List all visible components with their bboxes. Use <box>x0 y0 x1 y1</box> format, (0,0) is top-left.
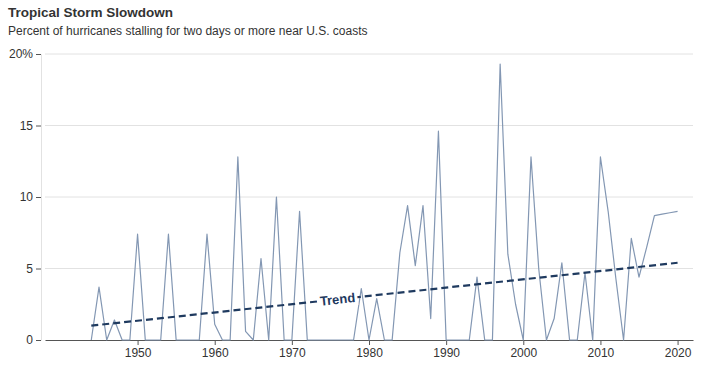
x-tick-label: 1950 <box>125 346 152 360</box>
x-tick-mark <box>446 340 447 345</box>
series-label: Trend <box>319 290 356 309</box>
y-tick: 20% <box>9 47 41 61</box>
x-tick-mark <box>600 340 601 345</box>
x-tick: 1950 <box>125 340 152 360</box>
x-tick: 2010 <box>588 340 615 360</box>
y-axis-line <box>41 55 42 341</box>
x-tick-label: 2010 <box>588 346 615 360</box>
x-tick-mark <box>138 340 139 345</box>
grid-line <box>45 125 693 126</box>
y-tick: 0 <box>26 333 41 347</box>
grid-line <box>45 54 693 55</box>
y-tick-mark <box>36 126 41 127</box>
x-tick: 1970 <box>279 340 306 360</box>
x-axis: 1950 1960 1970 1980 1990 2000 2010 2020 <box>46 340 694 360</box>
y-tick-label: 10 <box>20 190 34 204</box>
grid-line <box>45 197 693 198</box>
title: Tropical Storm Slowdown <box>8 5 173 20</box>
x-tick-mark <box>215 340 216 345</box>
y-tick: 10 <box>20 190 41 204</box>
trend-line <box>91 263 677 326</box>
x-tick: 1980 <box>356 340 383 360</box>
data-line <box>91 64 677 340</box>
x-tick: 1960 <box>202 340 229 360</box>
x-tick-mark <box>369 340 370 345</box>
x-tick-mark <box>292 340 293 345</box>
x-tick-mark <box>523 340 524 345</box>
x-tick-label: 1980 <box>356 346 383 360</box>
x-tick-label: 1960 <box>202 346 229 360</box>
plot-area <box>91 64 677 340</box>
subtitle: Percent of hurricanes stalling for two d… <box>8 24 368 38</box>
y-tick-label: 5 <box>26 262 33 276</box>
grid <box>45 54 693 269</box>
x-tick: 2000 <box>510 340 537 360</box>
y-tick-label: 0 <box>26 333 33 347</box>
y-tick: 15 <box>20 119 41 133</box>
y-tick: 5 <box>26 262 41 276</box>
y-tick-mark <box>36 340 41 341</box>
y-tick-mark <box>36 269 41 270</box>
x-tick-mark <box>678 340 679 345</box>
y-tick-mark <box>36 54 41 55</box>
y-tick-label: 20% <box>9 47 33 61</box>
x-tick-label: 1970 <box>279 346 306 360</box>
x-tick-label: 2020 <box>665 346 692 360</box>
y-tick-label: 15 <box>20 119 34 133</box>
x-tick: 2020 <box>665 340 692 360</box>
y-tick-mark <box>36 197 41 198</box>
x-tick-label: 2000 <box>510 346 537 360</box>
y-axis: 0 5 10 15 20% <box>9 47 42 347</box>
chart: Tropical Storm Slowdown Percent of hurric… <box>0 0 720 365</box>
x-tick: 1990 <box>433 340 460 360</box>
x-tick-label: 1990 <box>433 346 460 360</box>
